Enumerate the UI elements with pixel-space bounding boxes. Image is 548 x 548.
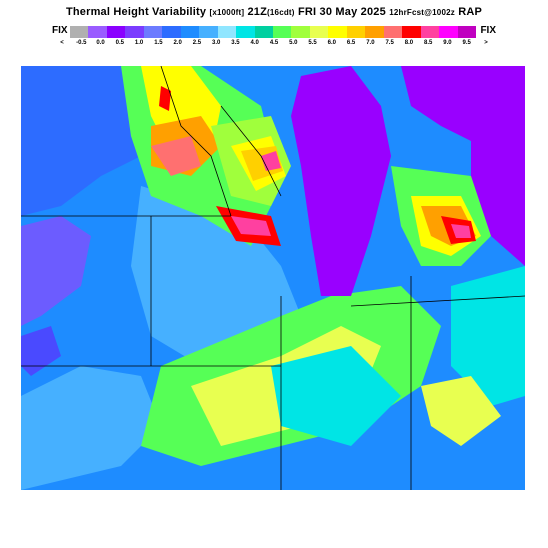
scale-tick-label: 1.5	[154, 40, 163, 46]
scale-tick-label: 5.5	[308, 40, 317, 46]
scale-swatch	[88, 26, 107, 38]
fix-label-left: FIX	[52, 25, 68, 36]
scale-tick-label: 4.0	[250, 40, 259, 46]
scale-tick-label: 6.5	[346, 40, 356, 46]
scale-swatch	[346, 26, 366, 38]
scale-swatch	[328, 26, 347, 38]
scale-swatch	[383, 26, 403, 38]
scale-tick-label: 9.0	[443, 40, 452, 46]
region-sw-lightblue	[21, 366, 161, 490]
scale-swatch	[291, 26, 310, 38]
lake-huron	[471, 126, 525, 266]
scale-tick-label: 3.0	[212, 40, 221, 46]
color-scale	[70, 26, 476, 38]
title-time: 21Z	[247, 6, 268, 18]
region-central-cyan	[131, 186, 301, 366]
fix-label-right: FIX	[480, 25, 496, 36]
cell-mi-magenta	[451, 224, 471, 238]
region-west-purple	[21, 216, 91, 326]
scale-tick-label: 4.5	[269, 40, 279, 46]
lake-michigan	[291, 66, 391, 296]
scale-tick-label: 8.5	[424, 40, 433, 46]
cell-red-nw	[159, 86, 171, 111]
scale-swatch	[309, 26, 329, 38]
scale-swatch	[236, 26, 255, 38]
scale-swatch	[365, 26, 384, 38]
scale-swatch	[439, 26, 458, 38]
region-west-dark	[21, 66, 161, 216]
title-model: RAP	[458, 6, 483, 18]
scale-swatch	[180, 26, 200, 38]
scale-tick-labels: < -0.5 0.0 0.5 1.0 1.5 2.0 2.5 3.0 3.5 4.0 4.5 5.0 5.…	[60, 40, 488, 50]
scale-tick-label: 9.5	[462, 40, 471, 46]
region-se-yellow	[421, 376, 501, 446]
scale-swatch	[254, 26, 273, 38]
thermal-variability-map	[21, 66, 525, 490]
scale-tick-label: 6.0	[327, 40, 336, 46]
scale-swatch	[106, 26, 126, 38]
scale-tick-label: 5.0	[289, 40, 298, 46]
region-west-deep	[21, 326, 61, 376]
scale-tick-label: <	[60, 40, 64, 46]
region-east-cyan	[451, 266, 525, 406]
scale-swatch	[162, 26, 181, 38]
border-line-8	[220, 105, 282, 197]
border-line-7	[160, 66, 232, 217]
cell-orange-west	[151, 136, 201, 176]
scale-tick-label: 2.5	[192, 40, 202, 46]
scale-tick-label: 0.0	[96, 40, 105, 46]
title-main: Thermal Height Variability	[65, 6, 207, 18]
scale-tick-label: 8.0	[404, 40, 414, 46]
border-line-6	[350, 295, 525, 307]
scale-tick-label: -0.5	[76, 40, 87, 46]
scale-swatch	[457, 26, 476, 38]
scale-swatch	[199, 26, 218, 38]
cell-pink-sw-wi	[231, 216, 271, 236]
map-title: Thermal Height Variability [x1000ft] 21Z…	[0, 6, 548, 18]
title-local: (16cdt)	[267, 8, 295, 17]
region-south-cyan	[271, 346, 401, 446]
title-units: [x1000ft]	[209, 8, 245, 17]
title-date: FRI 30 May 2025	[297, 6, 386, 18]
scale-tick-label: 3.5	[231, 40, 240, 46]
scale-tick-label: 7.5	[385, 40, 394, 46]
scale-tick-label: >	[484, 40, 488, 46]
scale-swatch	[272, 26, 292, 38]
scale-swatch	[217, 26, 237, 38]
scale-tick-label: 7.0	[366, 40, 375, 46]
scale-tick-label: 1.0	[134, 40, 144, 46]
scale-swatch	[143, 26, 163, 38]
scale-swatch	[70, 26, 89, 38]
scale-swatch	[125, 26, 144, 38]
scale-swatch	[402, 26, 421, 38]
title-forecast: 12hrFcst@1002z	[389, 8, 455, 17]
scale-swatch	[420, 26, 440, 38]
scale-tick-label: 0.5	[115, 40, 124, 46]
state-borders	[21, 66, 525, 490]
scale-tick-label: 2.0	[173, 40, 182, 46]
